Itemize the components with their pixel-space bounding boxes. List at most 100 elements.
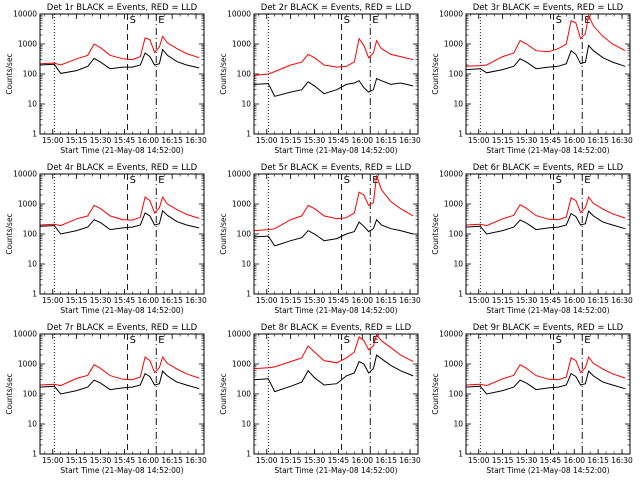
y-tick-label: 1 bbox=[458, 450, 463, 459]
x-tick-label: 15:30 bbox=[90, 296, 112, 305]
x-tick-label: 15:30 bbox=[516, 456, 538, 465]
marker-label: E bbox=[372, 15, 378, 26]
x-tick-label: 15:00 bbox=[256, 456, 278, 465]
x-tick-label: 15:30 bbox=[516, 136, 538, 145]
x-tick-label: 16:00 bbox=[563, 456, 585, 465]
series-line-lld bbox=[253, 333, 414, 370]
x-axis-label: Start Time (21-May-08 14:52:00) bbox=[486, 146, 609, 155]
panel-title: Det 9r BLACK = Events, RED = LLD bbox=[473, 323, 624, 333]
y-axis-label: Counts/sec bbox=[5, 373, 14, 414]
x-axis-label: Start Time (21-May-08 14:52:00) bbox=[274, 146, 397, 155]
y-tick-label: 100 bbox=[23, 70, 38, 79]
x-tick-label: 15:00 bbox=[468, 136, 490, 145]
x-tick-label: 15:00 bbox=[42, 456, 64, 465]
y-tick-label: 10000 bbox=[227, 170, 251, 179]
series-line-events bbox=[253, 77, 414, 97]
x-tick-label: 16:15 bbox=[161, 456, 183, 465]
x-tick-label: 15:45 bbox=[540, 456, 562, 465]
x-tick-label: 15:00 bbox=[42, 296, 64, 305]
y-tick-label: 1000 bbox=[444, 200, 463, 209]
y-tick-label: 10 bbox=[453, 100, 463, 109]
x-tick-label: 15:45 bbox=[328, 296, 350, 305]
x-tick-label: 15:45 bbox=[114, 136, 136, 145]
series-line-lld bbox=[39, 356, 200, 387]
marker-label: S bbox=[130, 335, 136, 346]
y-tick-label: 100 bbox=[449, 390, 464, 399]
x-tick-label: 15:30 bbox=[516, 296, 538, 305]
y-tick-label: 10 bbox=[453, 260, 463, 269]
panel-det-5r: Det 5r BLACK = Events, RED = LLD Counts/s… bbox=[219, 163, 421, 315]
panel-det-6r: Det 6r BLACK = Events, RED = LLD Counts/s… bbox=[431, 163, 633, 315]
y-tick-label: 1000 bbox=[232, 40, 251, 49]
y-axis-label: Counts/sec bbox=[431, 373, 440, 414]
x-tick-label: 16:15 bbox=[587, 296, 609, 305]
marker-label: E bbox=[584, 335, 590, 346]
x-tick-label: 16:00 bbox=[137, 456, 159, 465]
series-line-lld bbox=[253, 175, 414, 232]
x-tick-label: 16:30 bbox=[611, 296, 633, 305]
x-axis-label: Start Time (21-May-08 14:52:00) bbox=[274, 306, 397, 315]
x-tick-label: 15:45 bbox=[328, 136, 350, 145]
y-tick-label: 10000 bbox=[439, 170, 463, 179]
series-line-lld bbox=[39, 35, 200, 66]
y-axis-label: Counts/sec bbox=[5, 213, 14, 254]
y-tick-label: 100 bbox=[237, 390, 252, 399]
y-tick-label: 1000 bbox=[232, 200, 251, 209]
marker-label: S bbox=[130, 15, 136, 26]
panel-title: Det 6r BLACK = Events, RED = LLD bbox=[473, 163, 624, 173]
plot-frame bbox=[39, 333, 205, 455]
y-tick-label: 10 bbox=[241, 260, 251, 269]
y-tick-label: 10 bbox=[241, 420, 251, 429]
x-tick-label: 16:00 bbox=[563, 136, 585, 145]
x-tick-label: 16:15 bbox=[375, 136, 397, 145]
panel-title: Det 3r BLACK = Events, RED = LLD bbox=[473, 3, 624, 13]
plot-frame bbox=[253, 13, 419, 135]
x-tick-label: 16:15 bbox=[161, 136, 183, 145]
y-tick-label: 10000 bbox=[439, 10, 463, 19]
series-line-events bbox=[465, 44, 626, 74]
y-tick-label: 100 bbox=[23, 230, 38, 239]
y-tick-label: 10000 bbox=[13, 170, 37, 179]
y-tick-label: 1 bbox=[246, 130, 251, 139]
marker-label: S bbox=[556, 335, 562, 346]
x-tick-label: 16:30 bbox=[399, 296, 421, 305]
marker-label: S bbox=[556, 15, 562, 26]
panel-title: Det 2r BLACK = Events, RED = LLD bbox=[261, 3, 412, 13]
y-tick-label: 1 bbox=[458, 130, 463, 139]
x-tick-label: 15:00 bbox=[468, 456, 490, 465]
series-line-events bbox=[465, 370, 626, 395]
plot-frame bbox=[465, 333, 631, 455]
x-tick-label: 16:00 bbox=[137, 296, 159, 305]
y-tick-label: 100 bbox=[23, 390, 38, 399]
x-tick-label: 16:30 bbox=[185, 136, 207, 145]
y-tick-label: 10 bbox=[241, 100, 251, 109]
x-tick-label: 15:00 bbox=[468, 296, 490, 305]
series-line-events bbox=[253, 218, 414, 247]
panel-title: Det 5r BLACK = Events, RED = LLD bbox=[261, 163, 412, 173]
y-tick-label: 100 bbox=[449, 70, 464, 79]
y-axis-label: Counts/sec bbox=[5, 53, 14, 94]
plot-frame bbox=[253, 173, 419, 295]
panel-title: Det 1r BLACK = Events, RED = LLD bbox=[47, 3, 198, 13]
x-tick-label: 15:30 bbox=[90, 456, 112, 465]
y-tick-label: 1000 bbox=[18, 200, 37, 209]
y-tick-label: 1 bbox=[246, 450, 251, 459]
plot-frame bbox=[39, 173, 205, 295]
x-tick-label: 15:15 bbox=[492, 296, 514, 305]
marker-label: E bbox=[158, 15, 164, 26]
x-axis-label: Start Time (21-May-08 14:52:00) bbox=[274, 466, 397, 475]
panel-det-7r: Det 7r BLACK = Events, RED = LLD Counts/s… bbox=[5, 323, 207, 475]
x-tick-label: 15:15 bbox=[280, 136, 302, 145]
marker-label: E bbox=[158, 175, 164, 186]
plot-frame bbox=[465, 13, 631, 135]
y-tick-label: 1 bbox=[32, 450, 37, 459]
y-tick-label: 1000 bbox=[444, 40, 463, 49]
marker-label: S bbox=[344, 15, 350, 26]
y-tick-label: 1 bbox=[32, 130, 37, 139]
x-tick-label: 15:45 bbox=[328, 456, 350, 465]
x-tick-label: 15:45 bbox=[540, 136, 562, 145]
marker-label: S bbox=[556, 175, 562, 186]
panel-det-2r: Det 2r BLACK = Events, RED = LLD Counts/s… bbox=[219, 3, 421, 155]
y-tick-label: 10000 bbox=[227, 10, 251, 19]
